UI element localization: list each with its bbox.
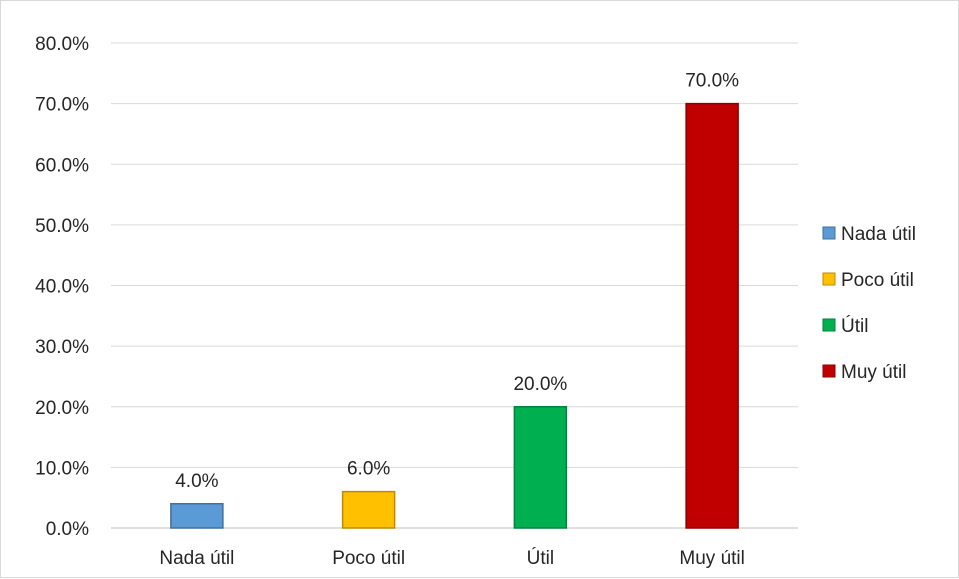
y-tick-label: 50.0% <box>35 216 89 237</box>
legend-swatch <box>822 318 836 332</box>
y-tick-label: 40.0% <box>35 277 89 298</box>
bars <box>170 102 739 529</box>
bar <box>170 503 224 529</box>
y-tick-label: 30.0% <box>35 337 89 358</box>
y-tick-label: 0.0% <box>46 519 89 540</box>
legend: Nada útil Poco útil Útil Muy útil <box>822 224 916 383</box>
data-label: 70.0% <box>685 71 739 92</box>
legend-label: Poco útil <box>841 270 914 291</box>
legend-swatch <box>822 226 836 240</box>
legend-swatch <box>822 272 836 286</box>
data-label: 4.0% <box>175 471 218 492</box>
x-axis: Nada útil Poco útil Útil Muy útil <box>159 547 744 569</box>
y-tick-label: 20.0% <box>35 398 89 419</box>
x-tick-label: Nada útil <box>159 548 234 569</box>
gridlines <box>111 42 798 529</box>
data-label: 20.0% <box>513 374 567 395</box>
y-tick-label: 80.0% <box>35 34 89 55</box>
legend-label: Nada útil <box>841 224 916 245</box>
legend-swatch <box>822 364 836 378</box>
data-labels: 4.0% 6.0% 20.0% 70.0% <box>175 71 739 492</box>
x-tick-label: Poco útil <box>332 548 405 569</box>
legend-label: Muy útil <box>841 362 906 383</box>
legend-label: Útil <box>841 315 868 337</box>
bar <box>341 490 396 529</box>
y-tick-label: 70.0% <box>35 95 89 116</box>
y-tick-label: 60.0% <box>35 155 89 176</box>
y-axis: 0.0% 10.0% 20.0% 30.0% 40.0% 50.0% 60.0% 70.0% 8… <box>35 34 89 540</box>
bar <box>513 406 568 529</box>
bar <box>685 102 739 529</box>
data-label: 6.0% <box>347 459 390 480</box>
y-tick-label: 10.0% <box>35 458 89 479</box>
x-tick-label: Útil <box>527 547 554 569</box>
x-tick-label: Muy útil <box>679 548 744 569</box>
